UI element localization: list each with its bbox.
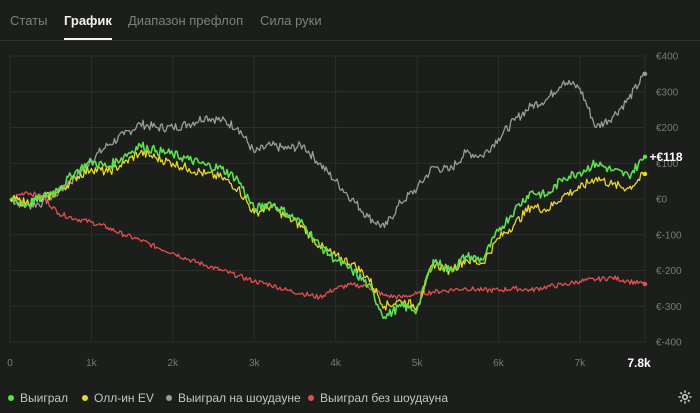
y-tick-label: €300 bbox=[656, 87, 679, 98]
series-line-1 bbox=[9, 149, 646, 311]
legend-label: Олл-ин EV bbox=[94, 391, 154, 405]
x-tick-label: 6k bbox=[493, 358, 505, 369]
legend-item-allin-ev: Олл-ин EV bbox=[82, 391, 154, 405]
series-line-3 bbox=[9, 191, 646, 300]
tab-stats[interactable]: Статы bbox=[10, 13, 48, 28]
legend-swatch bbox=[82, 395, 88, 401]
legend-swatch bbox=[8, 395, 14, 401]
legend-item-won: Выиграл bbox=[8, 391, 68, 405]
tab-hand-strength[interactable]: Сила руки bbox=[260, 13, 322, 28]
y-tick-label: €400 bbox=[656, 52, 679, 63]
y-tick-label: €-200 bbox=[656, 266, 682, 277]
current-value-label: +€118 bbox=[649, 150, 682, 164]
legend-label: Выиграл bbox=[20, 391, 69, 405]
legend-label: Выиграл на шоудауне bbox=[178, 391, 301, 405]
y-tick-label: €-300 bbox=[656, 302, 682, 313]
y-tick-label: €0 bbox=[656, 195, 668, 206]
series-line-2 bbox=[9, 71, 646, 229]
series-endpoint-1 bbox=[642, 171, 648, 177]
x-tick-label: 1k bbox=[86, 358, 98, 369]
series-line-0 bbox=[9, 141, 646, 320]
legend-label: Выиграл без шоудауна bbox=[320, 391, 448, 405]
legend-swatch bbox=[166, 395, 172, 401]
y-tick-label: €-400 bbox=[656, 338, 682, 349]
legend-item-showdown: Выиграл на шоудауне bbox=[166, 391, 301, 405]
x-tick-label: 4k bbox=[330, 358, 342, 369]
series-endpoint-2 bbox=[642, 71, 648, 77]
x-tick-label: 2k bbox=[168, 358, 180, 369]
tab-graph[interactable]: График bbox=[64, 13, 112, 40]
x-end-label: 7.8k bbox=[627, 356, 651, 370]
tab-preflop-range[interactable]: Диапазон префлоп bbox=[128, 13, 244, 28]
y-tick-label: €-100 bbox=[656, 230, 682, 241]
series-endpoint-3 bbox=[642, 281, 648, 287]
x-tick-label: 3k bbox=[249, 358, 261, 369]
x-tick-label: 0 bbox=[7, 358, 13, 369]
gear-icon[interactable] bbox=[677, 389, 693, 405]
legend-swatch bbox=[308, 395, 314, 401]
tab-bar: Статы График Диапазон префлоп Сила руки bbox=[0, 0, 700, 41]
y-tick-label: €200 bbox=[656, 123, 679, 134]
series-endpoint-0 bbox=[642, 154, 648, 160]
x-tick-label: 7k bbox=[575, 358, 587, 369]
legend-item-non-showdown: Выиграл без шоудауна bbox=[308, 391, 448, 405]
y-tick-label: €100 bbox=[656, 159, 679, 170]
x-tick-label: 5k bbox=[412, 358, 424, 369]
profit-chart: €400 €300 €200 €100 €0 €-100 €-200 €-300 €-400 0 1… bbox=[7, 52, 683, 371]
